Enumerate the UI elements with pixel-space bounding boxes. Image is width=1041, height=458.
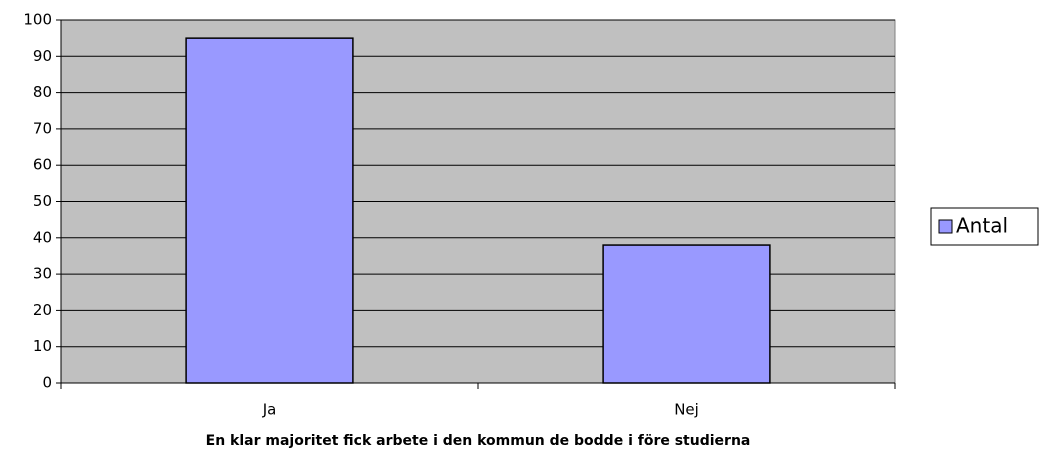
y-tick-label: 70 (33, 119, 52, 137)
x-tick-label: Ja (262, 401, 277, 419)
y-tick-label: 0 (42, 374, 52, 392)
x-axis-label: En klar majoritet fick arbete i den komm… (206, 433, 751, 449)
y-tick-label: 90 (33, 47, 52, 65)
y-tick-label: 100 (23, 11, 52, 29)
x-tick-label: Nej (674, 401, 699, 419)
y-tick-label: 60 (33, 156, 52, 174)
legend-swatch (938, 219, 953, 234)
y-tick-label: 10 (33, 337, 52, 355)
y-tick-label: 40 (33, 228, 52, 246)
y-tick-label: 50 (33, 192, 52, 210)
bar (185, 37, 354, 384)
y-tick-label: 80 (33, 83, 52, 101)
legend-label: Antal (956, 214, 1008, 238)
y-tick-label: 30 (33, 265, 52, 283)
bar (602, 244, 771, 384)
y-tick-label: 20 (33, 301, 52, 319)
